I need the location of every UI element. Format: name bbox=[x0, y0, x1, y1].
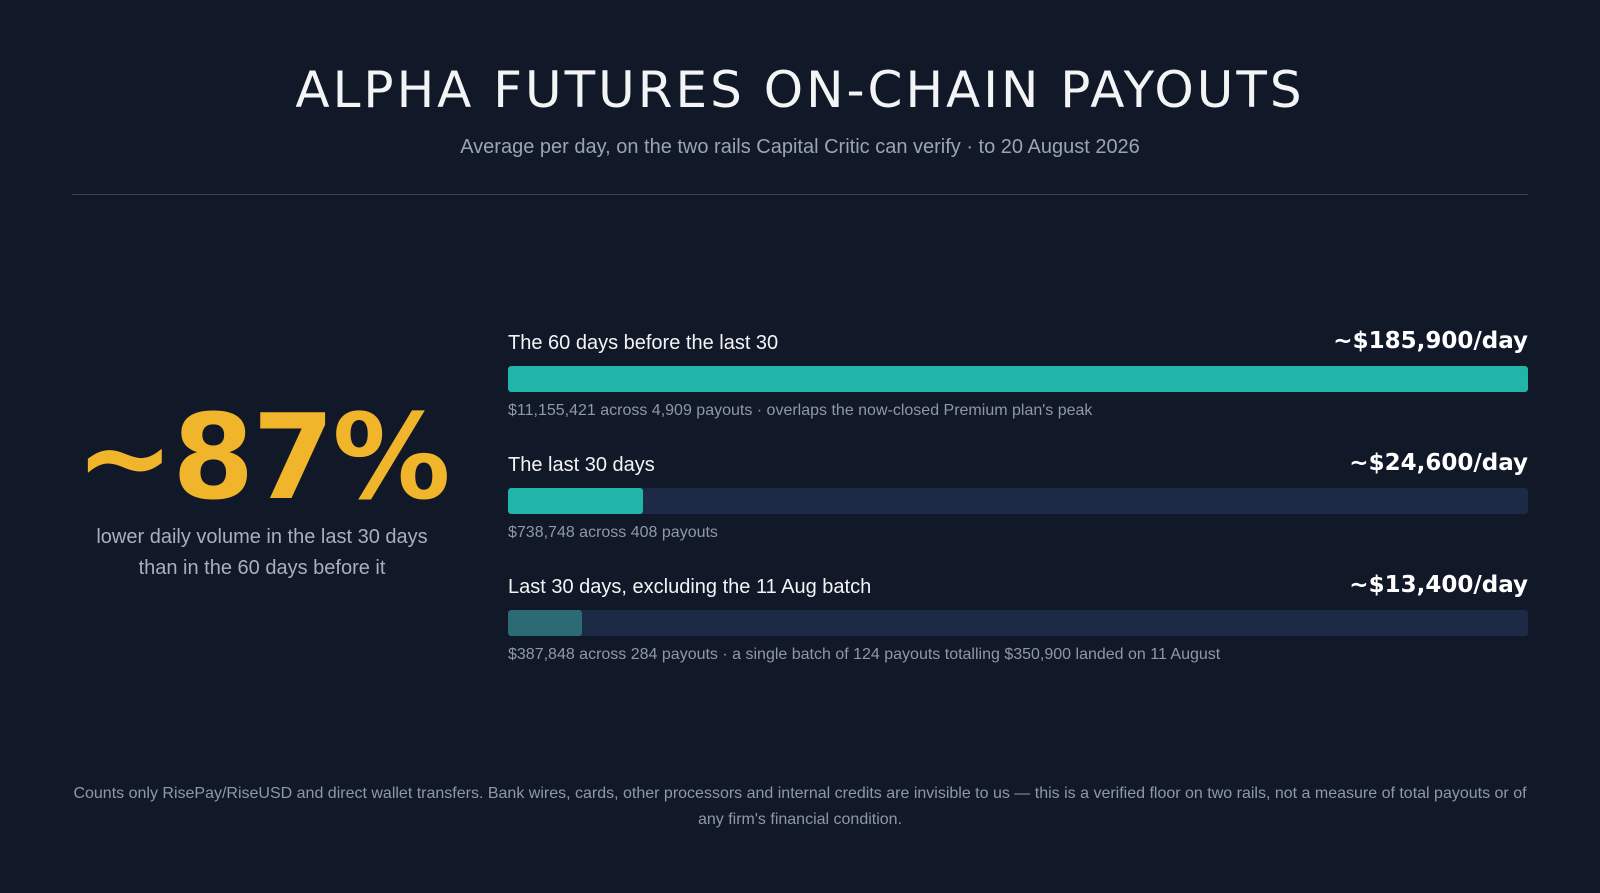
bar-value-label: ~$24,600/day bbox=[1349, 450, 1528, 476]
headline-value: ~87% bbox=[75, 388, 450, 526]
page-subtitle: Average per day, on the two rails Capita… bbox=[460, 136, 1140, 158]
bar-label: The last 30 days bbox=[508, 454, 655, 476]
page-title: ALPHA FUTURES ON-CHAIN PAYOUTS bbox=[295, 61, 1305, 119]
bar-note: $11,155,421 across 4,909 payouts · overl… bbox=[508, 402, 1093, 419]
bar-label: Last 30 days, excluding the 11 Aug batch bbox=[508, 576, 872, 598]
bar-row: Last 30 days, excluding the 11 Aug batch… bbox=[508, 570, 1528, 692]
bar-row-header: The last 30 days ~$24,600/day bbox=[508, 448, 1528, 480]
bar-label: The 60 days before the last 30 bbox=[508, 332, 779, 354]
header: ALPHA FUTURES ON-CHAIN PAYOUTS Average p… bbox=[0, 58, 1600, 160]
footnote: Counts only RisePay/RiseUSD and direct w… bbox=[73, 785, 1527, 828]
bar-note: $738,748 across 408 payouts bbox=[508, 524, 718, 541]
bar-note: $387,848 across 284 payouts · a single b… bbox=[508, 646, 1221, 663]
bar-row-header: Last 30 days, excluding the 11 Aug batch… bbox=[508, 570, 1528, 602]
bar-row-header: The 60 days before the last 30 ~$185,900/… bbox=[508, 326, 1528, 358]
bar-track bbox=[508, 610, 1528, 636]
headline-stat: ~87% lower daily volume in the last 30 d… bbox=[60, 392, 464, 584]
bar-row: The last 30 days ~$24,600/day $738,748 acr… bbox=[508, 448, 1528, 570]
headline-caption: lower daily volume in the last 30 days t… bbox=[60, 522, 464, 584]
header-divider bbox=[72, 194, 1528, 195]
bar-track bbox=[508, 366, 1528, 392]
bar-value-label: ~$185,900/day bbox=[1333, 328, 1528, 354]
bar-value-label: ~$13,400/day bbox=[1349, 572, 1528, 598]
bar bbox=[508, 488, 643, 514]
bar-row: The 60 days before the last 30 ~$185,900/… bbox=[508, 326, 1528, 448]
bar-chart: The 60 days before the last 30 ~$185,900/… bbox=[508, 326, 1528, 692]
bar bbox=[508, 366, 1528, 392]
bar-track bbox=[508, 488, 1528, 514]
bar bbox=[508, 610, 582, 636]
headline-caption-line-1: lower daily volume in the last 30 days bbox=[96, 526, 428, 548]
headline-caption-line-2: than in the 60 days before it bbox=[138, 557, 386, 579]
